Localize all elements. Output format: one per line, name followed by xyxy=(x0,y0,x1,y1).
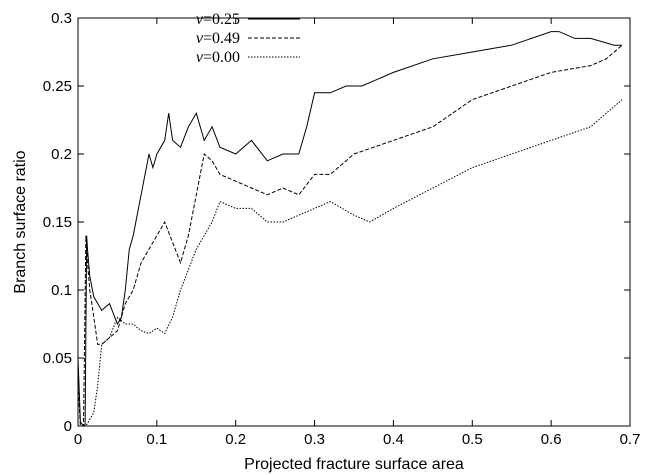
y-axis-label: Branch surface ratio xyxy=(12,150,29,293)
series-line-2 xyxy=(78,99,623,427)
legend: ν=0.25ν=0.49ν=0.00 xyxy=(196,11,300,66)
x-tick-label: 0.5 xyxy=(462,431,483,448)
x-tick-label: 0.7 xyxy=(620,431,641,448)
legend-value: =0.25 xyxy=(203,11,240,28)
x-tick-label: 0.2 xyxy=(225,431,246,448)
legend-symbol: ν xyxy=(196,30,204,47)
x-axis-label: Projected fracture surface area xyxy=(244,456,464,473)
legend-symbol: ν xyxy=(196,11,204,28)
x-tick-label: 0 xyxy=(74,431,82,448)
y-tick-label: 0 xyxy=(64,418,72,435)
x-tick-label: 0.4 xyxy=(383,431,404,448)
x-tick-label: 0.1 xyxy=(146,431,167,448)
x-tick-label: 0.3 xyxy=(304,431,325,448)
plot-frame xyxy=(77,17,631,427)
legend-label-2: ν=0.00 xyxy=(196,49,240,66)
legend-value: =0.00 xyxy=(203,49,240,66)
legend-value: =0.49 xyxy=(203,30,240,47)
y-tick-label: 0.15 xyxy=(43,214,72,231)
axis-ticks xyxy=(77,17,631,427)
y-tick-label: 0.1 xyxy=(51,282,72,299)
y-tick-label: 0.2 xyxy=(51,146,72,163)
legend-label-1: ν=0.49 xyxy=(196,30,240,47)
series-line-1 xyxy=(77,44,623,427)
y-tick-label: 0.05 xyxy=(43,350,72,367)
series-lines xyxy=(77,31,623,427)
legend-symbol: ν xyxy=(196,49,204,66)
y-tick-label: 0.3 xyxy=(51,10,72,27)
y-tick-label: 0.25 xyxy=(43,78,72,95)
x-tick-label: 0.6 xyxy=(541,431,562,448)
tick-labels: 0 0.1 0.2 0.3 0.4 0.5 0.6 0.7 0 0.05 0.1 0.15 0.2 0.2… xyxy=(43,10,641,448)
legend-label-0: ν=0.25 xyxy=(196,11,240,28)
series-line-0 xyxy=(77,31,623,427)
